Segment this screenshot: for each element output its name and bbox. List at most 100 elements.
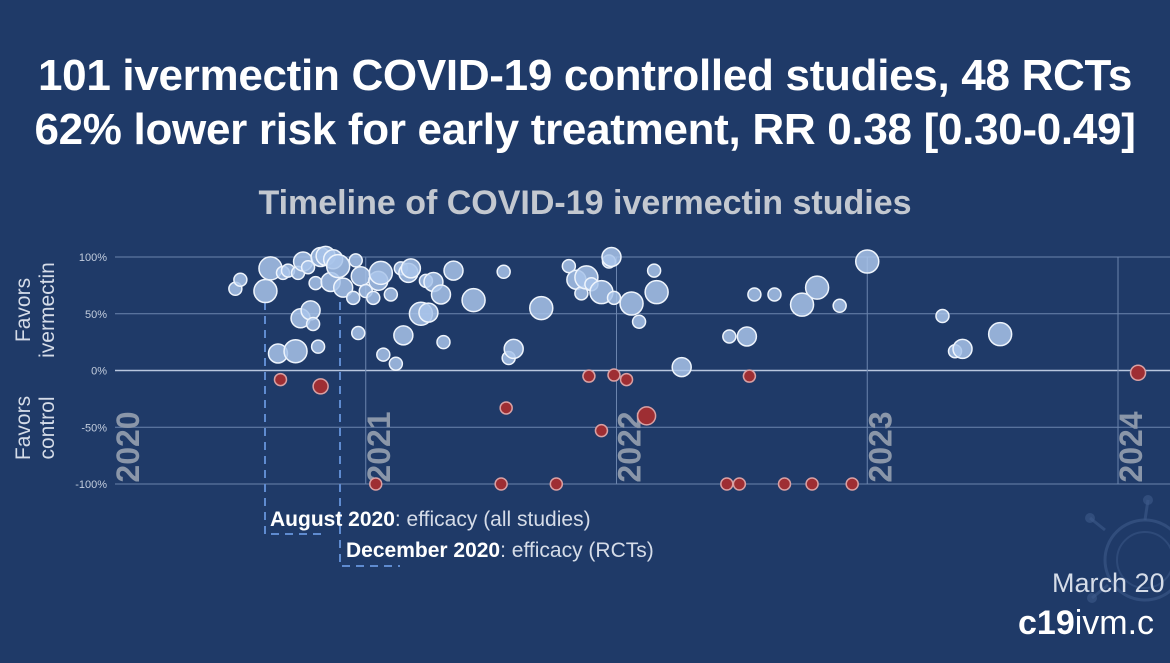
study-point-favors-control[interactable] xyxy=(499,401,513,415)
headline-line-2: 62% lower risk for early treatment, RR 0… xyxy=(34,105,1136,154)
study-point-favors-ivermectin[interactable] xyxy=(671,356,692,378)
footer-site-link[interactable]: c19ivm.c xyxy=(1018,604,1154,643)
study-point-favors-control[interactable] xyxy=(845,477,859,491)
footer-date: March 20 xyxy=(1052,568,1165,598)
study-point-favors-control[interactable] xyxy=(494,477,508,491)
annotation-december-date: December 2020 xyxy=(346,539,501,562)
annotation-december-2020: December 2020: efficacy (RCTs) xyxy=(346,539,654,563)
year-label-2023: 2023 xyxy=(862,411,898,482)
study-point-favors-ivermectin[interactable] xyxy=(430,284,452,305)
study-point-favors-ivermectin[interactable] xyxy=(388,356,404,371)
y-tick-label: -50% xyxy=(81,422,107,434)
study-point-favors-control[interactable] xyxy=(582,369,596,383)
study-point-favors-ivermectin[interactable] xyxy=(722,329,737,344)
year-label-2024: 2024 xyxy=(1113,411,1149,482)
august-2020-bracket xyxy=(264,302,325,535)
y-label-favors-control-line-1: Favors xyxy=(12,396,35,460)
study-point-favors-ivermectin[interactable] xyxy=(325,253,351,279)
headline-line-1: 101 ivermectin COVID-19 controlled studi… xyxy=(37,51,1133,100)
study-point-favors-ivermectin[interactable] xyxy=(631,314,647,329)
study-point-favors-control[interactable] xyxy=(636,406,657,426)
footer-site-rest: ivm.c xyxy=(1074,604,1155,642)
study-point-favors-control[interactable] xyxy=(720,477,734,491)
y-label-favors-control-line-2: control xyxy=(36,396,59,459)
study-point-favors-ivermectin[interactable] xyxy=(366,290,381,306)
study-point-favors-ivermectin[interactable] xyxy=(332,277,354,298)
study-point-favors-ivermectin[interactable] xyxy=(300,259,316,275)
study-point-favors-ivermectin[interactable] xyxy=(935,308,950,324)
chart-title: Timeline of COVID-19 ivermectin studies xyxy=(258,184,912,222)
study-point-favors-ivermectin[interactable] xyxy=(283,338,308,364)
y-axis-label-favors-ivermectin: Favors ivermectin xyxy=(12,262,59,358)
y-tick-label: -100% xyxy=(75,479,107,491)
annotation-august-text: : efficacy (all studies) xyxy=(394,508,591,531)
study-point-favors-ivermectin[interactable] xyxy=(747,287,762,302)
study-point-favors-ivermectin[interactable] xyxy=(310,339,326,354)
y-tick-labels: 100% 50% 0% -50% -100% xyxy=(75,252,107,491)
study-point-favors-control[interactable] xyxy=(805,477,819,491)
study-point-favors-control[interactable] xyxy=(732,477,747,491)
study-point-favors-ivermectin[interactable] xyxy=(345,290,361,306)
study-point-favors-ivermectin[interactable] xyxy=(987,321,1013,347)
study-point-favors-control[interactable] xyxy=(777,477,792,491)
study-point-favors-ivermectin[interactable] xyxy=(350,266,371,287)
study-point-favors-ivermectin[interactable] xyxy=(348,253,363,268)
study-point-favors-ivermectin[interactable] xyxy=(855,249,880,274)
study-point-favors-ivermectin[interactable] xyxy=(952,338,973,360)
annotation-august-2020: August 2020: efficacy (all studies) xyxy=(270,508,591,532)
study-point-favors-control[interactable] xyxy=(1129,364,1147,382)
study-point-favors-ivermectin[interactable] xyxy=(561,258,577,274)
study-point-favors-ivermectin[interactable] xyxy=(300,300,321,321)
annotation-august-date: August 2020 xyxy=(270,508,395,531)
study-point-favors-control[interactable] xyxy=(273,372,288,387)
y-label-favors-ivermectin-line-1: Favors xyxy=(12,278,35,342)
study-point-favors-ivermectin[interactable] xyxy=(383,287,399,302)
year-label-2020: 2020 xyxy=(110,411,146,482)
study-point-favors-ivermectin[interactable] xyxy=(350,325,366,341)
study-point-favors-ivermectin[interactable] xyxy=(443,260,464,281)
year-labels: 2020 2021 2022 2023 2024 xyxy=(110,411,1149,482)
annotation-december-text: : efficacy (RCTs) xyxy=(500,539,654,562)
y-tick-label: 100% xyxy=(79,252,107,264)
study-point-favors-ivermectin[interactable] xyxy=(606,290,622,306)
year-label-2021: 2021 xyxy=(361,411,397,482)
study-point-favors-ivermectin[interactable] xyxy=(644,279,669,305)
data-points xyxy=(228,245,1147,491)
study-point-favors-control[interactable] xyxy=(619,372,634,387)
study-point-favors-ivermectin[interactable] xyxy=(233,272,248,287)
study-point-favors-ivermectin[interactable] xyxy=(418,302,439,323)
study-point-favors-control[interactable] xyxy=(312,378,329,395)
study-point-favors-ivermectin[interactable] xyxy=(400,258,422,279)
study-point-favors-ivermectin[interactable] xyxy=(529,295,554,321)
study-point-favors-ivermectin[interactable] xyxy=(393,325,414,346)
study-point-favors-ivermectin[interactable] xyxy=(253,278,278,304)
study-point-favors-ivermectin[interactable] xyxy=(503,338,524,360)
study-point-favors-control[interactable] xyxy=(742,369,757,383)
annotation-brackets xyxy=(264,302,400,567)
study-point-favors-ivermectin[interactable] xyxy=(305,316,321,332)
study-point-favors-control[interactable] xyxy=(549,477,564,491)
study-point-favors-ivermectin[interactable] xyxy=(736,326,758,347)
study-point-favors-ivermectin[interactable] xyxy=(789,292,815,317)
footer-site-bold: c19 xyxy=(1018,604,1075,642)
study-point-favors-ivermectin[interactable] xyxy=(767,287,782,302)
study-point-favors-ivermectin[interactable] xyxy=(461,287,486,313)
study-point-favors-control[interactable] xyxy=(607,368,621,382)
study-point-favors-ivermectin[interactable] xyxy=(619,291,644,316)
study-point-favors-ivermectin[interactable] xyxy=(804,275,830,300)
study-point-favors-control[interactable] xyxy=(369,477,383,491)
study-point-favors-ivermectin[interactable] xyxy=(436,334,451,350)
study-point-favors-ivermectin[interactable] xyxy=(646,263,662,278)
study-point-favors-ivermectin[interactable] xyxy=(832,298,847,314)
study-point-favors-ivermectin[interactable] xyxy=(308,275,323,291)
y-label-favors-ivermectin-line-2: ivermectin xyxy=(36,262,59,358)
timeline-chart: Favors ivermectin Favors control 100%50%0%… xyxy=(12,245,1170,567)
y-tick-label: 50% xyxy=(85,309,107,321)
study-point-favors-ivermectin[interactable] xyxy=(496,264,511,280)
y-axis-label-favors-control: Favors control xyxy=(12,396,59,460)
study-point-favors-ivermectin[interactable] xyxy=(376,347,391,362)
y-tick-label: 0% xyxy=(91,366,107,378)
study-point-favors-ivermectin[interactable] xyxy=(601,246,622,268)
study-point-favors-ivermectin[interactable] xyxy=(368,260,394,286)
study-point-favors-control[interactable] xyxy=(594,423,609,438)
